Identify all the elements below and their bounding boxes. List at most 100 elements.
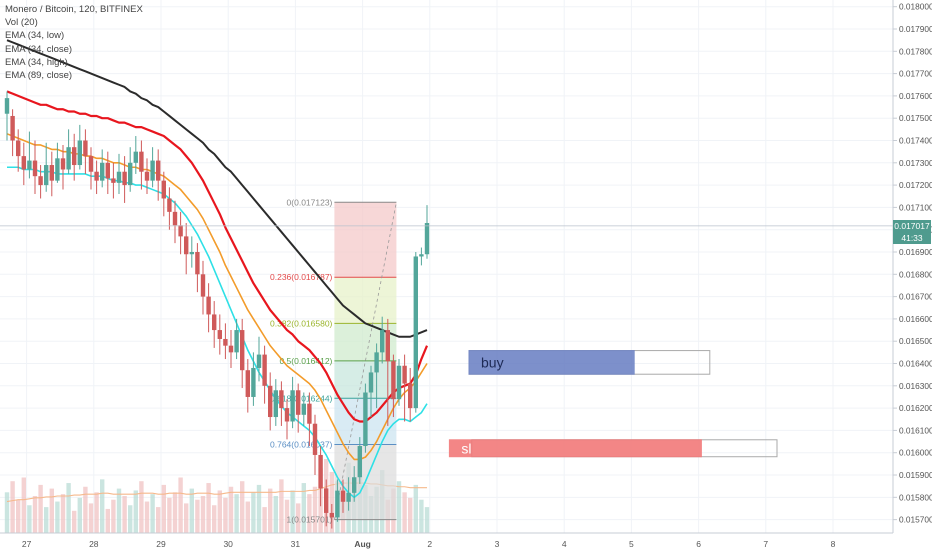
volume-bar	[402, 492, 407, 533]
volume-bar	[150, 494, 155, 533]
price-tick-label: 0.016300	[899, 381, 932, 391]
annotation-buy: buy	[468, 350, 711, 375]
volume-bar	[77, 497, 82, 533]
candle	[262, 345, 267, 404]
candle-body	[189, 252, 194, 255]
legend-ema-close[interactable]: EMA (34, close)	[5, 43, 73, 55]
candle	[27, 131, 32, 179]
volume-bar	[128, 505, 133, 533]
grid-lines	[0, 0, 893, 533]
volume-bar	[296, 503, 301, 533]
candle-body	[116, 171, 122, 183]
last-price-tag: 0.017017	[893, 219, 931, 232]
time-tick-label: 5	[629, 539, 634, 549]
price-tick-label: 0.017400	[899, 135, 932, 145]
candle	[94, 160, 99, 195]
candle-body	[368, 372, 374, 393]
time-tick-label: 7	[763, 539, 768, 549]
volume-bar	[234, 494, 239, 533]
candle	[408, 367, 413, 422]
candle	[223, 323, 228, 360]
candle	[44, 142, 49, 192]
volume-bar	[49, 488, 54, 533]
candle-body	[385, 330, 390, 362]
legend-ema-low[interactable]: EMA (34, low)	[5, 30, 65, 42]
candle	[16, 129, 21, 172]
candle-body	[44, 165, 49, 186]
candle	[10, 109, 15, 157]
legend-ema89[interactable]: EMA (89, close)	[5, 70, 73, 82]
time-tick-label: 30	[223, 539, 233, 549]
volume-bar	[10, 481, 15, 533]
candle	[122, 156, 127, 203]
volume-bar	[116, 488, 122, 533]
volume-bar	[284, 499, 290, 533]
volume-bar	[245, 501, 250, 533]
candle-body	[144, 171, 150, 181]
volume-bar	[290, 490, 295, 533]
volume-bar	[60, 494, 66, 533]
candle	[184, 223, 189, 275]
price-tick-label: 0.017800	[899, 46, 932, 56]
candle	[49, 151, 54, 197]
candle-body	[346, 492, 351, 502]
legend-ema-high[interactable]: EMA (34, high)	[5, 56, 68, 68]
candle-body	[228, 345, 234, 353]
volume-bar	[301, 483, 306, 533]
price-tick-label: 0.017500	[899, 113, 932, 123]
candle	[88, 147, 94, 190]
volume-bar	[105, 508, 110, 533]
candle-body	[77, 140, 82, 166]
time-tick-label: 6	[696, 539, 701, 549]
candle	[72, 133, 77, 181]
volume-bar	[38, 484, 43, 533]
price-tick-label: 0.017200	[899, 180, 932, 190]
candle-body	[391, 361, 396, 400]
price-tick-label: 0.016600	[899, 314, 932, 324]
candle	[38, 165, 43, 199]
fib-zone	[334, 202, 397, 278]
ema-line-0	[7, 166, 428, 499]
candle-body	[273, 390, 278, 418]
candle	[296, 383, 301, 433]
candle	[206, 283, 211, 333]
candle	[352, 466, 357, 502]
candle	[391, 354, 396, 418]
candle	[424, 205, 430, 259]
volume-bar	[251, 492, 256, 533]
candle	[268, 372, 273, 431]
volume-bar	[268, 488, 273, 533]
candle-body	[161, 180, 166, 199]
candle	[385, 318, 390, 426]
fib-zone	[334, 277, 397, 324]
candle	[55, 142, 60, 183]
volume-bar	[396, 481, 402, 533]
candle	[116, 153, 122, 195]
price-tick-label: 0.016700	[899, 292, 932, 302]
candle-body	[55, 158, 60, 181]
fib-level-label: 0.764(0.016037)	[270, 439, 333, 449]
candle	[324, 479, 329, 527]
candle-body	[167, 198, 172, 212]
candle-body	[380, 330, 385, 353]
fib-level-label: 0.5(0.016412)	[279, 356, 332, 366]
volume-bar	[408, 497, 413, 533]
time-tick-label: 29	[156, 539, 166, 549]
candle	[380, 316, 385, 364]
candle-body	[374, 352, 379, 373]
candle-body	[111, 178, 116, 183]
candle	[195, 243, 200, 293]
candle-body	[94, 171, 99, 181]
volume-bar	[223, 497, 228, 533]
candle-body	[128, 162, 133, 186]
legend-vol[interactable]: Vol (20)	[5, 17, 38, 29]
volume-bar	[206, 483, 211, 533]
candle	[21, 142, 26, 186]
candle-body	[363, 392, 368, 447]
volume-bar	[133, 490, 138, 533]
candle	[133, 136, 138, 174]
volume-bar	[83, 486, 88, 533]
volume-bar	[200, 496, 206, 533]
